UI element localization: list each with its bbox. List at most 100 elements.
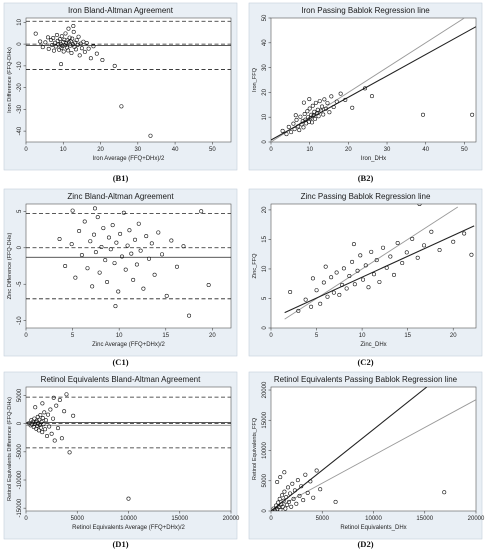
data-point bbox=[291, 121, 296, 126]
x-axis-label: Iron Average (FFQ+DHx)/2 bbox=[93, 156, 165, 162]
data-point bbox=[344, 286, 349, 291]
x-tick-label: 15000 bbox=[171, 516, 188, 522]
y-tick-label: 30 bbox=[262, 64, 268, 71]
data-point bbox=[51, 395, 56, 400]
data-point bbox=[296, 308, 301, 313]
x-tick-label: 40 bbox=[422, 147, 429, 153]
panel-title: Retinol Equivalents Passing Bablok Regre… bbox=[274, 375, 458, 384]
data-point bbox=[36, 428, 41, 433]
regression-line bbox=[284, 225, 475, 314]
data-point bbox=[110, 223, 115, 228]
data-point bbox=[334, 99, 339, 104]
data-point bbox=[70, 208, 75, 213]
data-point bbox=[289, 504, 294, 509]
data-point bbox=[93, 250, 98, 255]
x-tick-label: 20000 bbox=[223, 516, 240, 522]
data-point bbox=[276, 500, 281, 505]
data-point bbox=[350, 259, 355, 264]
x-tick-label: 0 bbox=[269, 333, 273, 339]
data-point bbox=[127, 228, 132, 233]
x-tick-label: 10 bbox=[359, 333, 366, 339]
x-tick-label: 15 bbox=[404, 333, 411, 339]
data-point bbox=[40, 415, 45, 420]
data-point bbox=[136, 221, 141, 226]
data-point bbox=[82, 219, 87, 224]
identity-line bbox=[271, 18, 466, 142]
y-tick-label: 10 bbox=[262, 265, 268, 272]
data-point bbox=[301, 498, 306, 503]
data-point bbox=[60, 44, 65, 49]
y-tick-label: 20 bbox=[262, 88, 268, 95]
panel-b1: Iron Bland-Altman Agreement 0 10 20 30 40 50 10… bbox=[3, 2, 238, 171]
panel-c1: Zinc Bland-Altman Agreement 0 5 10 15 20 5 0 -5 -… bbox=[3, 188, 238, 357]
data-point bbox=[40, 401, 45, 406]
data-point bbox=[310, 103, 315, 108]
panel-caption: (D1) bbox=[112, 539, 128, 549]
y-tick-label: 20000 bbox=[262, 381, 268, 398]
x-axis-label: Retinol Equivalents_DHx bbox=[340, 525, 406, 531]
data-point bbox=[78, 41, 83, 46]
y-tick-label: 5 bbox=[17, 209, 23, 213]
data-point bbox=[92, 232, 97, 237]
data-point bbox=[351, 242, 356, 247]
data-point bbox=[35, 423, 40, 428]
y-axis-label: Zinc_FFQ bbox=[252, 253, 258, 279]
data-point bbox=[69, 242, 74, 247]
plot-contents bbox=[26, 392, 231, 501]
data-point bbox=[274, 503, 279, 508]
data-point bbox=[314, 288, 319, 293]
data-point bbox=[451, 239, 456, 244]
plot-contents bbox=[284, 204, 475, 320]
data-point bbox=[160, 252, 165, 257]
data-point bbox=[323, 264, 328, 269]
y-tick-label: -30 bbox=[17, 104, 23, 113]
data-point bbox=[310, 276, 315, 281]
data-point bbox=[43, 427, 48, 432]
x-tick-label: 50 bbox=[461, 147, 468, 153]
data-point bbox=[313, 116, 318, 121]
data-point bbox=[45, 35, 50, 40]
panel-title: Retinol Equivalents Bland-Altman Agreeme… bbox=[41, 375, 201, 384]
y-tick-label: 15000 bbox=[262, 411, 268, 428]
data-point bbox=[66, 40, 71, 45]
data-point bbox=[297, 493, 302, 498]
data-point bbox=[66, 48, 71, 53]
data-point bbox=[112, 63, 117, 68]
plot-area bbox=[25, 203, 232, 329]
data-point bbox=[282, 470, 287, 475]
data-point bbox=[308, 479, 313, 484]
data-point bbox=[388, 254, 393, 259]
y-tick-label: 0 bbox=[17, 245, 23, 249]
data-point bbox=[46, 412, 51, 417]
x-tick-label: 0 bbox=[24, 516, 28, 522]
plot-contents bbox=[26, 206, 231, 318]
data-point bbox=[329, 275, 334, 280]
data-point bbox=[119, 104, 124, 109]
data-point bbox=[99, 245, 104, 250]
data-point bbox=[38, 425, 43, 430]
data-point bbox=[63, 31, 68, 36]
data-point bbox=[54, 403, 59, 408]
data-point bbox=[338, 91, 343, 96]
x-tick-label: 20 bbox=[97, 147, 104, 153]
data-point bbox=[284, 495, 289, 500]
data-point bbox=[148, 133, 153, 138]
x-tick-label: 40 bbox=[172, 147, 179, 153]
x-tick-label: 5000 bbox=[71, 516, 85, 522]
x-tick-label: 10 bbox=[306, 147, 313, 153]
data-point bbox=[103, 258, 108, 263]
data-point bbox=[85, 266, 90, 271]
panel-d1: Retinol Equivalents Bland-Altman Agreeme… bbox=[3, 371, 240, 540]
y-tick-label: -5 bbox=[17, 281, 23, 287]
data-point bbox=[281, 498, 286, 503]
data-point bbox=[278, 507, 283, 511]
data-point bbox=[298, 114, 303, 119]
data-point bbox=[306, 115, 311, 120]
data-point bbox=[43, 418, 48, 423]
data-point bbox=[51, 36, 56, 41]
data-point bbox=[33, 31, 38, 36]
x-tick-label: 10 bbox=[60, 147, 67, 153]
data-point bbox=[129, 251, 134, 256]
y-tick-label: -10 bbox=[17, 316, 23, 325]
data-point bbox=[362, 86, 367, 91]
